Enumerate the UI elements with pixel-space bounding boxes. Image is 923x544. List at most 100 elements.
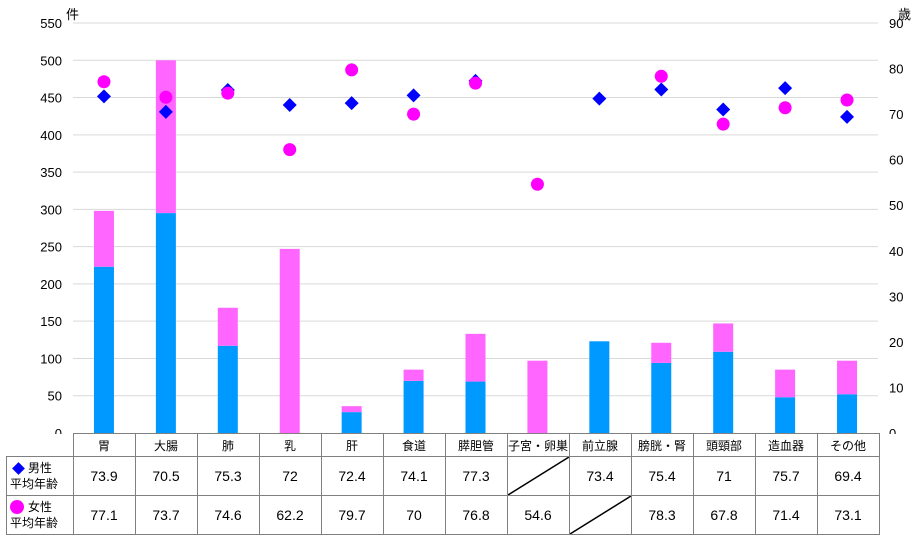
bar-female <box>341 406 362 413</box>
not-applicable-slash <box>570 496 631 534</box>
female-age-marker <box>283 143 297 157</box>
left-tick-label: 50 <box>48 389 62 404</box>
right-tick-label: 0 <box>889 426 896 434</box>
male-row-header: 男性 平均年齢 <box>6 456 74 496</box>
female-age-cell: 62.2 <box>258 495 322 535</box>
left-tick-label: 400 <box>40 128 62 143</box>
male-age-cell: 70.5 <box>134 456 198 496</box>
category-header: 膵胆管 <box>444 433 508 457</box>
male-label-sub: 平均年齢 <box>10 477 59 491</box>
gridlines <box>73 22 878 397</box>
category-header: 肝 <box>320 433 384 457</box>
bar-male <box>93 266 114 433</box>
male-age-cell: 75.3 <box>196 456 260 496</box>
bar-female <box>465 333 486 382</box>
female-age-marker <box>716 117 730 131</box>
right-tick-label: 60 <box>889 153 903 168</box>
left-tick-label: 550 <box>40 16 62 31</box>
female-age-cell: 73.1 <box>816 495 880 535</box>
male-age-marker <box>96 89 111 104</box>
female-age-marker <box>530 177 544 191</box>
circle-marker-icon <box>10 500 24 514</box>
left-tick-label: 150 <box>40 314 62 329</box>
male-age-cell: 77.3 <box>444 456 508 496</box>
female-age-row: 女性 平均年齢 77.1 73.7 74.6 62.2 79.7 70 76.8 54.6 78… <box>6 495 880 535</box>
right-tick-label: 30 <box>889 289 903 304</box>
female-age-marker <box>221 86 235 100</box>
category-header: 頭頸部 <box>692 433 756 457</box>
bar-male <box>155 213 176 433</box>
female-age-marker <box>345 63 359 77</box>
empty-cell <box>506 456 570 496</box>
female-age-cell: 73.7 <box>134 495 198 535</box>
male-age-marker <box>158 104 173 119</box>
female-age-marker <box>654 69 668 83</box>
markers <box>96 63 855 191</box>
female-row-header: 女性 平均年齢 <box>6 495 74 535</box>
left-tick-label: 350 <box>40 165 62 180</box>
male-age-marker <box>344 96 359 111</box>
female-age-marker <box>407 107 421 121</box>
male-age-cell: 73.4 <box>568 456 632 496</box>
male-age-cell: 71 <box>692 456 756 496</box>
female-age-cell: 54.6 <box>506 495 570 535</box>
diamond-marker-icon <box>12 461 25 475</box>
bar-female <box>155 60 176 214</box>
not-applicable-slash <box>508 457 569 495</box>
right-tick-label: 50 <box>889 198 903 213</box>
left-tick-label: 300 <box>40 202 62 217</box>
male-age-marker <box>716 102 731 117</box>
male-age-marker <box>592 91 607 106</box>
right-axis-unit: 歳 <box>898 8 911 23</box>
right-tick-label: 80 <box>889 62 903 77</box>
table-corner <box>6 433 74 457</box>
male-age-marker <box>406 88 421 103</box>
male-label: 男性 <box>28 461 53 475</box>
male-age-cell: 74.1 <box>382 456 446 496</box>
bar-male <box>837 394 858 433</box>
bar-female <box>403 369 424 381</box>
category-header: 胃 <box>72 433 136 457</box>
right-tick-label: 90 <box>889 16 903 31</box>
male-age-cell: 72.4 <box>320 456 384 496</box>
category-header: その他 <box>816 433 880 457</box>
bar-female <box>837 360 858 395</box>
male-age-marker <box>778 81 793 96</box>
right-tick-label: 70 <box>889 107 903 122</box>
bar-male <box>713 351 734 433</box>
female-age-marker <box>840 93 854 107</box>
bars <box>93 60 858 433</box>
female-age-cell: 77.1 <box>72 495 136 535</box>
category-header: 乳 <box>258 433 322 457</box>
female-age-cell: 70 <box>382 495 446 535</box>
left-tick-label: 0 <box>55 426 62 434</box>
empty-cell <box>568 495 632 535</box>
bar-female <box>93 210 114 267</box>
bar-male <box>465 381 486 433</box>
male-age-cell: 75.4 <box>630 456 694 496</box>
right-tick-label: 20 <box>889 335 903 350</box>
right-axis-ticks: 0 10 20 30 40 50 60 70 80 90 <box>889 16 903 434</box>
male-age-marker <box>654 82 669 97</box>
male-age-cell: 73.9 <box>72 456 136 496</box>
male-age-cell: 72 <box>258 456 322 496</box>
bar-male <box>341 412 362 433</box>
category-header-row: 胃大腸肺乳肝食道 膵胆管 子宮・卵巣 前立腺 膀胱・腎 頭頸部 造血器 その他 <box>6 433 880 457</box>
female-age-marker <box>778 101 792 115</box>
male-age-cell: 75.7 <box>754 456 818 496</box>
category-header: 食道 <box>382 433 446 457</box>
category-header: 肺 <box>196 433 260 457</box>
female-age-cell: 78.3 <box>630 495 694 535</box>
category-header: 大腸 <box>134 433 198 457</box>
right-tick-label: 10 <box>889 380 903 395</box>
female-age-cell: 76.8 <box>444 495 508 535</box>
data-table: 胃大腸肺乳肝食道 膵胆管 子宮・卵巣 前立腺 膀胱・腎 頭頸部 造血器 その他 男性 平均年齢… <box>6 433 880 535</box>
left-tick-label: 500 <box>40 53 62 68</box>
bar-male <box>775 397 796 433</box>
right-tick-label: 40 <box>889 244 903 259</box>
female-age-cell: 71.4 <box>754 495 818 535</box>
category-header: 子宮・卵巣 <box>506 433 570 457</box>
male-age-marker <box>840 109 855 124</box>
female-age-cell: 74.6 <box>196 495 260 535</box>
female-label-sub: 平均年齢 <box>10 516 59 530</box>
